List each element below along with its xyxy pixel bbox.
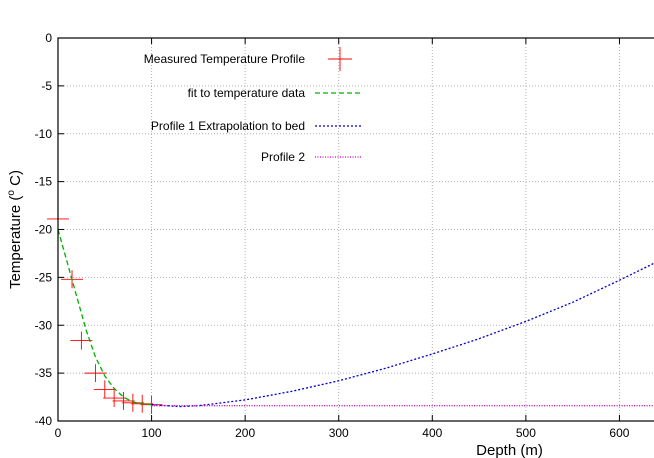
series-line (57, 229, 152, 406)
measured-point (93, 380, 116, 399)
legend-label: fit to temperature data (188, 86, 306, 100)
measured-point (103, 389, 126, 408)
series-layer (47, 209, 654, 414)
x-tick-label: 200 (235, 426, 255, 440)
legend-label: Profile 1 Extrapolation to bed (151, 119, 305, 133)
y-tick-label: 0 (45, 31, 52, 45)
y-tick-label: -15 (35, 175, 53, 189)
x-axis-label: Depth (m) (476, 442, 543, 458)
y-tick-label: -35 (35, 366, 53, 380)
measured-point (84, 364, 107, 383)
legend-sample (328, 47, 352, 71)
y-tick-label: -20 (35, 223, 53, 237)
y-tick-label: -25 (35, 270, 53, 284)
x-tick-label: 0 (55, 426, 62, 440)
grid-lines (58, 38, 654, 421)
x-tick-label: 400 (422, 426, 442, 440)
y-tick-label: -30 (35, 318, 53, 332)
legend-label: Profile 2 (261, 150, 305, 164)
measured-point (112, 391, 135, 410)
x-tick-label: 100 (142, 426, 162, 440)
y-axis-label-main: Temperature ( (7, 196, 24, 289)
y-tick-label: -40 (35, 414, 53, 428)
y-axis-label-superscript: o (6, 190, 17, 196)
x-tick-label: 500 (516, 426, 536, 440)
x-tick-label: 600 (609, 426, 629, 440)
measured-point (70, 331, 93, 350)
series-line (151, 262, 654, 408)
legend: Measured Temperature Profile fit to tempe… (144, 47, 361, 164)
legend-label: Measured Temperature Profile (144, 52, 306, 66)
y-axis-label: Temperature (o C) (6, 170, 24, 289)
y-tick-label: -5 (41, 79, 52, 93)
x-tick-label: 300 (329, 426, 349, 440)
y-tick-label: -10 (35, 127, 53, 141)
y-axis-label-unit: C) (7, 170, 24, 190)
axis-ticks: 01002003004005006007008009000-5-10-15-20… (35, 31, 630, 440)
